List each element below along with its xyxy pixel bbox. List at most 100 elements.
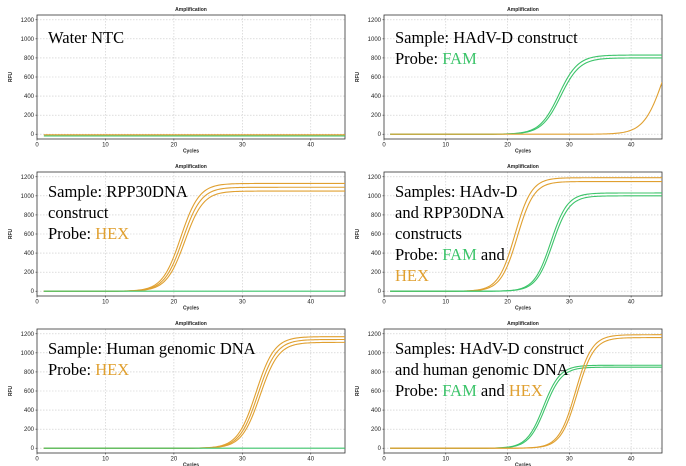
amplification-panel-1: 0 200 400 600 800 1000 1200 0 10 20 30 40 Amplificat… (8, 7, 346, 155)
y-tick-label: 800 (371, 213, 382, 219)
y-tick-label: 0 (378, 132, 382, 138)
annotation-segment: HEX (95, 360, 129, 379)
x-tick-label: 0 (35, 143, 39, 149)
annotation-segment: and RPP30DNA (395, 203, 505, 222)
annotation-line: Sample: HAdV-D construct (395, 28, 578, 47)
x-tick-label: 20 (504, 143, 511, 149)
y-tick-label: 1200 (368, 18, 382, 24)
y-tick-label: 800 (24, 56, 35, 62)
y-tick-label: 400 (371, 251, 382, 257)
annotation-line: and human genomic DNA (395, 360, 569, 379)
annotation-segment: and human genomic DNA (395, 360, 569, 379)
amplification-curve-hex (390, 82, 662, 135)
x-tick-label: 20 (504, 300, 511, 306)
y-tick-label: 400 (371, 94, 382, 100)
x-tick-label: 0 (382, 300, 386, 306)
y-tick-label: 1200 (21, 332, 35, 338)
x-tick-label: 30 (566, 457, 573, 463)
y-axis-label: RFU (8, 385, 14, 396)
annotation-segment: constructs (395, 224, 462, 243)
annotation-segment: Probe: (395, 49, 442, 68)
amplification-curve-fam (390, 195, 662, 292)
x-tick-label: 20 (171, 143, 178, 149)
x-tick-label: 0 (382, 143, 386, 149)
y-tick-label: 800 (371, 370, 382, 376)
x-tick-label: 10 (102, 143, 109, 149)
amplification-panel-3: 0 200 400 600 800 1000 1200 0 10 20 30 40 Amplificat… (8, 164, 346, 312)
annotation-segment: Sample: RPP30DNA (48, 182, 188, 201)
y-tick-label: 400 (371, 408, 382, 414)
x-axis-label: Cycles (515, 149, 531, 155)
annotation-line: Sample: Human genomic DNA (48, 339, 256, 358)
annotation-segment: FAM (442, 381, 477, 400)
y-tick-label: 600 (24, 75, 35, 81)
amplification-panel-4: 0 200 400 600 800 1000 1200 0 10 20 30 40 Amplificat… (355, 164, 663, 312)
x-tick-label: 10 (102, 300, 109, 306)
x-tick-label: 10 (442, 300, 449, 306)
x-tick-label: 0 (382, 457, 386, 463)
amplification-panel-5: 0 200 400 600 800 1000 1200 0 10 20 30 40 Amplificat… (8, 321, 346, 466)
annotation-line: Probe: FAM (395, 49, 477, 68)
x-tick-label: 10 (102, 457, 109, 463)
annotation-segment: Probe: (395, 381, 442, 400)
amplification-panel-2: 0 200 400 600 800 1000 1200 0 10 20 30 40 Amplificat… (355, 7, 663, 155)
y-axis-label: RFU (8, 71, 14, 82)
x-axis-label: Cycles (515, 306, 531, 312)
x-axis-label: Cycles (183, 306, 199, 312)
y-tick-label: 1000 (21, 351, 35, 357)
y-tick-label: 600 (24, 232, 35, 238)
annotation-line: construct (48, 203, 109, 222)
x-tick-label: 20 (171, 300, 178, 306)
x-tick-label: 30 (239, 457, 246, 463)
annotation-segment: and (477, 245, 506, 264)
x-axis-label: Cycles (183, 149, 199, 155)
y-tick-label: 1000 (21, 37, 35, 43)
x-tick-label: 30 (566, 300, 573, 306)
annotation-segment: FAM (442, 49, 477, 68)
annotation-line: Samples: HAdv-D (395, 182, 517, 201)
x-axis-label: Cycles (183, 463, 199, 466)
y-axis-label: RFU (355, 71, 361, 82)
x-tick-label: 40 (307, 300, 314, 306)
y-tick-label: 200 (371, 113, 382, 119)
y-tick-label: 400 (24, 251, 35, 257)
annotation-line: Samples: HAdV-D construct (395, 339, 585, 358)
x-tick-label: 10 (442, 143, 449, 149)
y-tick-label: 600 (371, 389, 382, 395)
annotation-line: Probe: HEX (48, 224, 129, 243)
x-tick-label: 40 (628, 300, 635, 306)
y-tick-label: 1000 (21, 194, 35, 200)
y-axis-label: RFU (8, 228, 14, 239)
y-tick-label: 400 (24, 94, 35, 100)
annotation-line: Water NTC (48, 28, 124, 47)
y-tick-label: 200 (371, 270, 382, 276)
amplification-curve-hex (390, 337, 662, 449)
y-tick-label: 1200 (21, 175, 35, 181)
y-tick-label: 1200 (368, 332, 382, 338)
amplification-curve-hex (43, 341, 345, 449)
y-tick-label: 800 (24, 370, 35, 376)
y-tick-label: 200 (24, 113, 35, 119)
y-axis-label: RFU (355, 385, 361, 396)
y-tick-label: 0 (31, 289, 35, 295)
y-tick-label: 600 (371, 232, 382, 238)
x-tick-label: 40 (628, 143, 635, 149)
x-tick-label: 30 (239, 143, 246, 149)
annotation-segment: Sample: Human genomic DNA (48, 339, 256, 358)
y-tick-label: 400 (24, 408, 35, 414)
x-tick-label: 40 (307, 457, 314, 463)
annotation-segment: HEX (509, 381, 543, 400)
panel-title: Amplification (175, 164, 207, 170)
y-tick-label: 200 (371, 427, 382, 433)
panel-title: Amplification (507, 7, 539, 13)
annotation-segment: construct (48, 203, 109, 222)
y-tick-label: 0 (378, 446, 382, 452)
panel-title: Amplification (175, 7, 207, 13)
annotation-segment: and (477, 381, 509, 400)
annotation-segment: Water NTC (48, 28, 124, 47)
y-tick-label: 800 (24, 213, 35, 219)
amplification-panel-6: 0 200 400 600 800 1000 1200 0 10 20 30 40 Amplificat… (355, 321, 663, 466)
x-tick-label: 40 (628, 457, 635, 463)
x-axis-label: Cycles (515, 463, 531, 466)
